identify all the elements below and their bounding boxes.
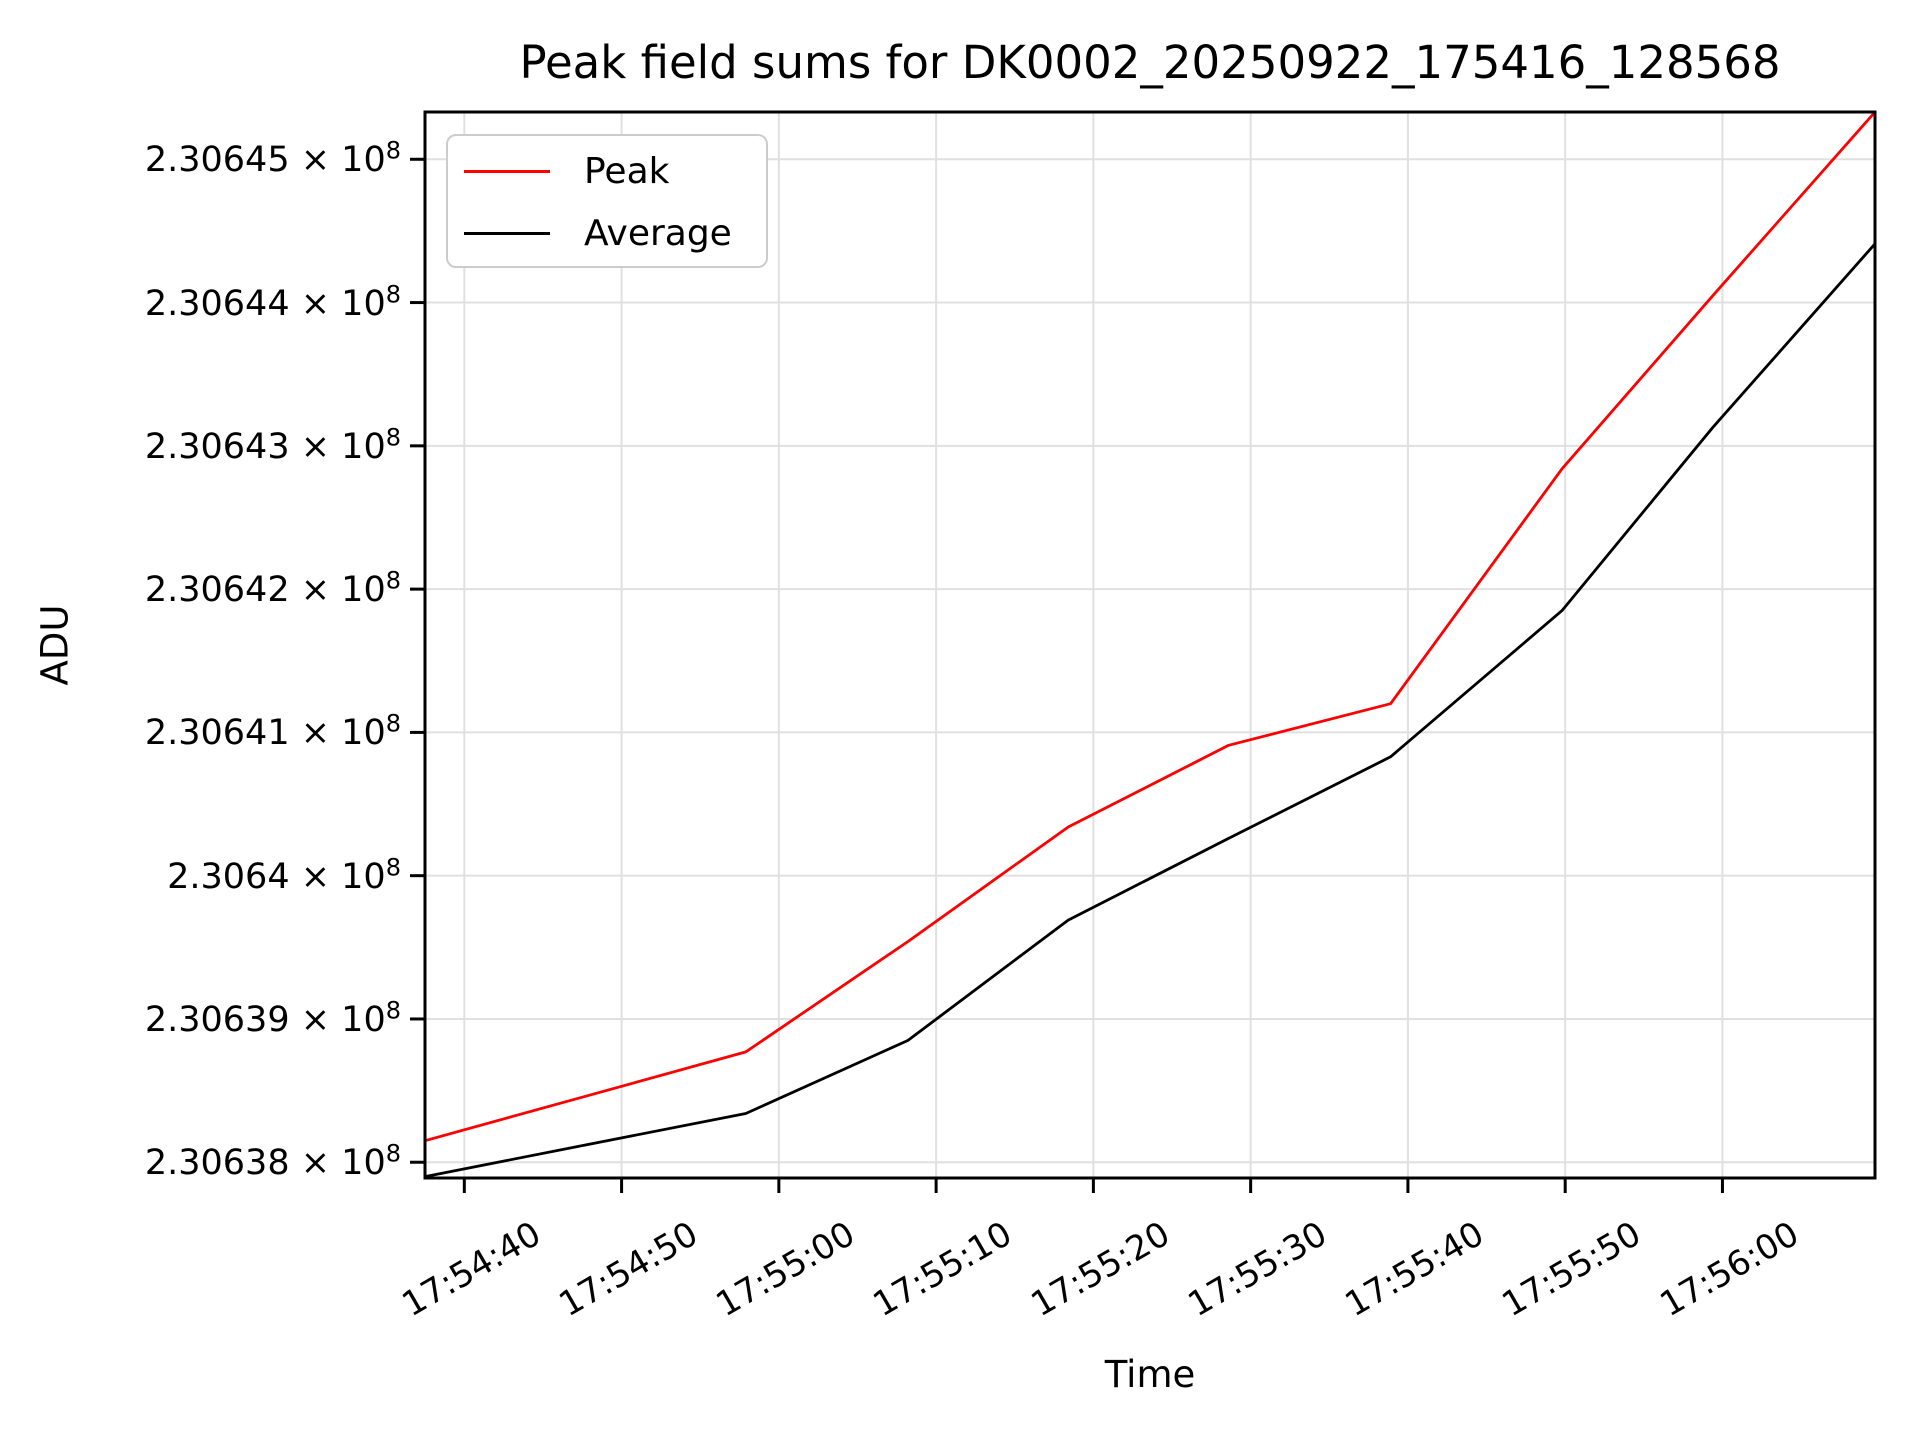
- x-tick-label: 17:55:00: [709, 1214, 862, 1325]
- x-tick-label: 17:54:50: [552, 1214, 705, 1325]
- legend-item-average: Average: [448, 202, 766, 264]
- x-tick-label: 17:55:50: [1495, 1214, 1649, 1325]
- legend: Peak Average: [446, 134, 768, 268]
- axes-frame: [423, 110, 1877, 1180]
- y-tick-label: 2.30644 × 108: [144, 279, 401, 324]
- x-tick-label: 17:56:00: [1653, 1214, 1806, 1325]
- legend-line-sample: [464, 231, 550, 235]
- y-tick-label: 2.30645 × 108: [144, 136, 401, 181]
- y-tick-label: 2.30642 × 108: [144, 566, 401, 611]
- series-line-peak: [424, 111, 1877, 1143]
- plot-area: [410, 110, 1877, 1193]
- chart-title: Peak field sums for DK0002_20250922_1754…: [519, 36, 1781, 89]
- legend-item-peak: Peak: [448, 140, 766, 202]
- x-tick-label: 17:55:20: [1024, 1214, 1177, 1325]
- y-tick-label: 2.3064 × 108: [167, 852, 401, 897]
- y-tick-label: 2.30638 × 108: [144, 1139, 401, 1184]
- y-axis-label: ADU: [33, 604, 77, 686]
- x-tick-label: 17:55:30: [1181, 1214, 1334, 1325]
- legend-line-sample: [464, 169, 550, 173]
- y-tick-label: 2.30639 × 108: [144, 996, 401, 1040]
- x-tick-label: 17:55:40: [1338, 1214, 1491, 1325]
- x-tick-label: 17:55:10: [866, 1214, 1020, 1325]
- x-tick-label: 17:54:40: [395, 1214, 548, 1325]
- series-line-average: [424, 242, 1877, 1178]
- legend-label: Average: [584, 212, 732, 254]
- x-axis-label: Time: [1104, 1353, 1196, 1396]
- y-tick-label: 2.30643 × 108: [144, 423, 401, 467]
- legend-label: Peak: [584, 150, 670, 192]
- y-tick-label: 2.30641 × 108: [144, 709, 401, 754]
